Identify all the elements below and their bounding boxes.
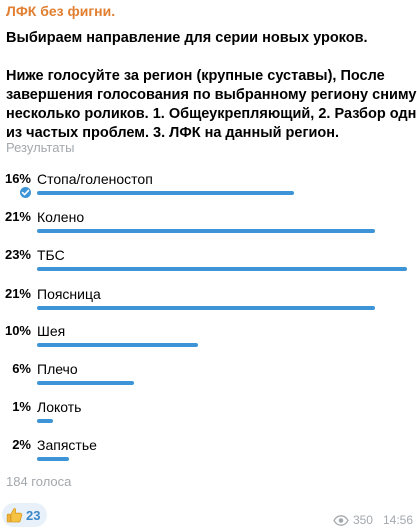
option-bar: [37, 381, 134, 385]
poll-option[interactable]: 23% ТБС: [0, 247, 417, 285]
chosen-check-icon: [19, 186, 32, 199]
poll-option[interactable]: 21% Колено: [0, 209, 417, 247]
option-bar: [37, 419, 53, 423]
option-bar: [37, 267, 407, 271]
message-time: 14:56: [382, 513, 413, 527]
option-percent: 21%: [4, 286, 31, 301]
poll-description: Ниже голосуйте за регион (крупные сустав…: [6, 67, 417, 143]
option-bar: [37, 306, 375, 310]
option-label: Запястье: [37, 437, 97, 453]
option-label: ТБС: [37, 247, 65, 263]
option-label: Стопа/голеностоп: [37, 171, 153, 187]
message-meta: 350 14:56: [333, 513, 413, 529]
option-bar: [37, 229, 375, 233]
thumbs-up-icon: [6, 508, 23, 523]
channel-author-name[interactable]: ЛФК без фигни.: [6, 3, 116, 19]
results-label: Результаты: [6, 140, 75, 155]
option-percent: 6%: [12, 361, 31, 376]
option-percent: 10%: [4, 323, 31, 338]
poll-option[interactable]: 1% Локоть: [0, 399, 417, 437]
option-label: Шея: [37, 323, 66, 339]
description-line: несколько роликов. 1. Общеукрепляющий, 2…: [6, 106, 417, 122]
option-percent: 1%: [12, 399, 31, 414]
poll-question: Выбираем направление для серии новых уро…: [6, 30, 368, 46]
option-percent: 2%: [12, 437, 31, 452]
reaction-count: 23: [26, 508, 41, 523]
option-bar: [37, 457, 69, 461]
description-line: из частых проблем. 3. ЛФК на данный реги…: [6, 125, 340, 141]
description-line: Ниже голосуйте за регион (крупные сустав…: [6, 68, 385, 84]
option-label: Колено: [37, 209, 85, 225]
views-count: 350: [352, 513, 373, 527]
poll-option[interactable]: 6% Плечо: [0, 361, 417, 399]
poll-option[interactable]: 21% Поясница: [0, 286, 417, 324]
option-label: Поясница: [37, 286, 101, 302]
eye-icon: [333, 515, 349, 526]
description-line: завершения голосования по выбранному рег…: [6, 87, 417, 103]
total-votes: 184 голоса: [6, 474, 72, 489]
reaction-button[interactable]: 23: [2, 503, 47, 527]
option-bar: [37, 191, 294, 195]
option-percent: 16%: [4, 171, 31, 186]
poll-option[interactable]: 2% Запястье: [0, 437, 417, 475]
option-percent: 21%: [4, 209, 31, 224]
option-label: Локоть: [37, 399, 82, 415]
poll-option[interactable]: 16% Стопа/голеностоп: [0, 171, 417, 209]
option-label: Плечо: [37, 361, 78, 377]
option-percent: 23%: [4, 247, 31, 262]
option-bar: [37, 343, 198, 347]
poll-option[interactable]: 10% Шея: [0, 323, 417, 361]
